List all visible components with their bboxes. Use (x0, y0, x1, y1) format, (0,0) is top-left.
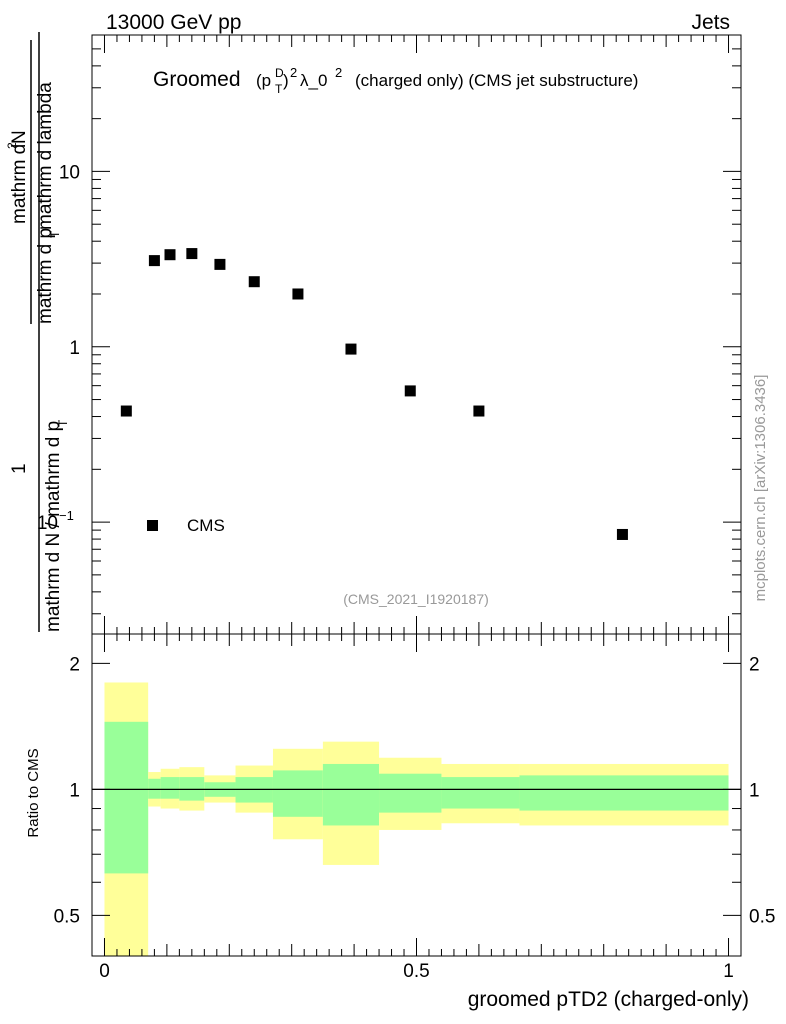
ylabel-denominator-dlambda: mathrm d lambda (35, 82, 56, 230)
title-suffix: (charged only) (CMS jet substructure) (355, 71, 638, 90)
x-tick-label: 0 (99, 961, 110, 982)
ratio-band-inner (379, 773, 442, 813)
ylabel-denominator-dpt: mathrm d p (35, 228, 56, 324)
ratio-band-inner (104, 721, 149, 874)
main-y-tick-label: 10 (59, 162, 80, 183)
ratio-panel: 0.5 0.51 12 2 0 0.5 1 Ratio to CMS groomed pT… (25, 633, 776, 1011)
analysis-id: (CMS_2021_I1920187) (343, 591, 489, 607)
category-label: Jets (691, 11, 730, 34)
ratio-y-label: Ratio to CMS (25, 748, 42, 837)
ratio-band-inner (148, 778, 161, 799)
ratio-band-inner (322, 763, 380, 826)
data-point (148, 255, 160, 267)
ylabel-numerator-power: 2 (5, 142, 19, 149)
data-point (214, 258, 226, 270)
ratio-band-inner (272, 770, 323, 817)
legend-marker (147, 520, 158, 531)
data-point (616, 528, 628, 540)
ratio-y-tick-label-left: 1 (69, 780, 80, 801)
title-p-power: 2 (290, 65, 297, 80)
legend-label: CMS (187, 516, 225, 535)
chart-title: Groomed (p D T ) 2 λ_0 2 (charged only) … (153, 65, 638, 96)
data-point (292, 288, 304, 300)
x-tick-label: 1 (723, 961, 734, 982)
ratio-y-tick-labels: 0.5 0.5 1 1 2 2 (54, 654, 776, 927)
ylabel-one: 1 (9, 463, 30, 474)
ylabel-prefactor-denominator: mathrm d N / mathrm d p (43, 421, 64, 632)
data-point (164, 249, 176, 261)
x-tick-labels: 0 0.5 1 (99, 961, 734, 982)
ratio-y-tick-label-right: 1 (749, 780, 760, 801)
ratio-band-inner (160, 777, 180, 799)
main-y-tick-label: 10 (37, 513, 58, 534)
title-p-sup: D (275, 66, 284, 80)
main-y-axis-label: mathrm d 2 N mathrm d p T mathrm d lambd… (5, 32, 70, 632)
ratio-y-tick-label-left: 0.5 (54, 906, 80, 927)
ylabel-inner-fraction: mathrm d 2 N mathrm d p T mathrm d lambd… (5, 40, 62, 324)
ratio-y-tick-label-right: 2 (749, 654, 760, 675)
x-tick-label: 0.5 (403, 961, 429, 982)
cms-data-points (120, 248, 628, 540)
ylabel-prefactor-sub: T (56, 419, 70, 427)
ratio-bands (104, 682, 729, 956)
data-point (120, 405, 132, 417)
title-p-close: ) (283, 71, 289, 90)
title-prefix: Groomed (153, 68, 241, 91)
ratio-plot-frame (91, 633, 742, 957)
energy-label: 13000 GeV pp (106, 11, 241, 34)
title-p-base: (p (256, 71, 271, 90)
main-panel: Groomed (p D T ) 2 λ_0 2 (charged only) … (5, 32, 742, 635)
data-point (473, 405, 485, 417)
ylabel-numerator-N: N (9, 130, 30, 144)
title-lambda-power: 2 (335, 65, 342, 80)
data-point (404, 385, 416, 397)
data-point (186, 248, 198, 260)
x-axis-label: groomed pTD2 (charged-only) (468, 988, 749, 1011)
title-lambda: λ_0 (300, 71, 327, 90)
ratio-band-inner (441, 777, 520, 809)
side-credit: mcplots.cern.ch [arXiv:1306.3436] (752, 375, 769, 602)
ratio-y-tick-label-right: 0.5 (749, 906, 775, 927)
data-point (345, 343, 357, 355)
main-plot-frame (91, 34, 742, 635)
title-p-sub: T (275, 82, 283, 96)
data-point (248, 276, 260, 288)
ratio-axis-ticks (92, 634, 741, 957)
ylabel-denominator-dpt-sub: T (48, 230, 62, 238)
main-y-tick-label: 1 (69, 338, 80, 359)
legend: CMS (147, 516, 225, 535)
main-y-tick-exponent: −1 (59, 508, 74, 523)
ratio-y-tick-label-left: 2 (69, 654, 80, 675)
ratio-band-inner (519, 775, 729, 811)
ylabel-numerator-text: mathrm d (9, 144, 30, 224)
main-axis-ticks (92, 34, 741, 634)
